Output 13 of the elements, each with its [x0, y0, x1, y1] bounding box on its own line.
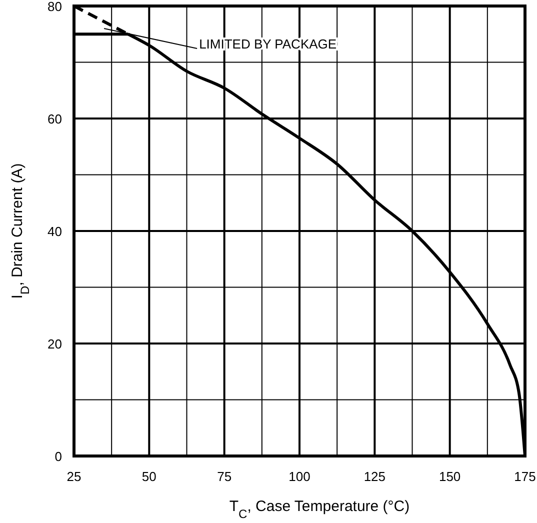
- x-tick-label: 100: [288, 469, 310, 484]
- x-tick-label: 125: [364, 469, 386, 484]
- x-tick-label: 75: [217, 469, 232, 484]
- y-tick-label: 20: [48, 336, 62, 352]
- x-tick-label: 150: [438, 469, 461, 484]
- y-tick-label: 0: [54, 449, 62, 464]
- x-tick-label: 25: [66, 469, 82, 484]
- y-tick-label: 80: [48, 0, 62, 14]
- x-tick-label: 50: [142, 469, 156, 484]
- y-tick-label: 60: [48, 112, 62, 126]
- x-tick-label: 175: [514, 469, 536, 484]
- y-tick-label: 40: [48, 224, 62, 239]
- x-axis-title: T$_{C}$, Case Temperature (°C): [229, 498, 410, 521]
